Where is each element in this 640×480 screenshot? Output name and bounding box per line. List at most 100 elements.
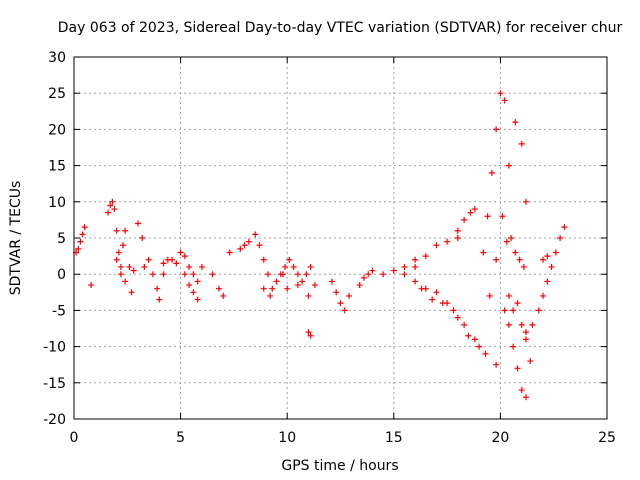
data-point: [346, 292, 353, 299]
data-point: [126, 263, 133, 270]
series-arc-w: [501, 307, 529, 401]
data-point: [499, 213, 506, 220]
series-arc-e: [128, 220, 146, 296]
data-point: [282, 263, 289, 270]
data-point: [115, 249, 122, 256]
data-point: [181, 271, 188, 278]
data-point: [412, 278, 419, 285]
data-point: [181, 253, 188, 260]
plot-frame: [73, 56, 608, 420]
data-point: [514, 300, 521, 307]
series-arc-u: [486, 119, 529, 299]
data-point: [145, 256, 152, 263]
y-tick-label: -20: [43, 412, 66, 428]
data-point: [198, 263, 205, 270]
data-point: [439, 300, 446, 307]
data-point: [252, 231, 259, 238]
data-point: [401, 271, 408, 278]
data-point: [461, 216, 468, 223]
data-point: [81, 224, 88, 231]
data-point: [522, 394, 529, 401]
data-point: [518, 140, 525, 147]
data-point: [454, 314, 461, 321]
data-point: [510, 307, 517, 314]
data-point: [333, 289, 340, 296]
data-point: [245, 238, 252, 245]
data-point: [149, 271, 156, 278]
data-point: [303, 271, 310, 278]
data-point: [305, 329, 312, 336]
data-point: [186, 263, 193, 270]
series-arc-r: [418, 285, 500, 368]
data-point: [454, 227, 461, 234]
series-arc-d: [113, 256, 137, 285]
data-point: [518, 321, 525, 328]
series-arc-f: [141, 256, 167, 303]
data-point: [433, 289, 440, 296]
y-tick-label: 15: [48, 159, 66, 175]
data-point: [141, 263, 148, 270]
data-point: [508, 235, 515, 241]
y-tick-label: 0: [57, 267, 66, 283]
data-point: [505, 321, 512, 328]
x-axis-label: GPS time / hours: [281, 458, 398, 474]
data-point: [501, 307, 508, 314]
data-point: [503, 238, 510, 245]
data-point: [480, 249, 487, 256]
data-point: [307, 332, 314, 339]
data-point: [77, 238, 84, 245]
data-point: [130, 267, 137, 274]
series-arc-o: [356, 256, 419, 289]
data-point: [177, 249, 184, 256]
data-point: [265, 271, 272, 278]
data-point: [241, 242, 248, 249]
data-point: [190, 271, 197, 278]
data-point: [128, 289, 135, 296]
data-point: [122, 227, 129, 234]
data-point: [540, 292, 547, 299]
data-point: [284, 285, 291, 292]
data-point: [484, 213, 491, 220]
data-point: [561, 224, 568, 231]
data-point: [273, 278, 280, 285]
data-point: [279, 271, 286, 278]
data-point: [305, 292, 312, 299]
data-point: [544, 278, 551, 285]
data-point: [486, 292, 493, 299]
data-point: [107, 202, 114, 209]
y-tick-label: 30: [48, 50, 66, 66]
data-point: [476, 343, 483, 350]
data-point: [548, 263, 555, 270]
data-point: [493, 126, 500, 133]
data-point: [328, 278, 335, 285]
series-arc-a: [73, 224, 88, 256]
y-tick-label: 5: [57, 231, 66, 247]
series-arc-g: [160, 249, 201, 285]
data-point: [173, 260, 180, 267]
data-point: [433, 242, 440, 249]
data-point: [544, 253, 551, 260]
data-point: [88, 282, 95, 289]
data-point: [220, 292, 227, 299]
data-point: [190, 289, 197, 296]
data-point: [522, 329, 529, 336]
data-point: [454, 235, 461, 241]
data-point: [557, 235, 564, 241]
y-tick-label: 25: [48, 86, 66, 102]
data-point: [286, 256, 293, 263]
series-arc-t: [480, 90, 508, 256]
series-arc-j: [226, 238, 252, 256]
data-point: [194, 296, 201, 303]
data-point: [160, 271, 167, 278]
data-point: [356, 282, 363, 289]
data-point: [493, 256, 500, 263]
y-tick-label: 20: [48, 122, 66, 138]
data-point: [401, 263, 408, 270]
data-point: [516, 256, 523, 263]
series-arc-v: [503, 235, 527, 270]
series-arc-p: [412, 235, 461, 270]
x-tick-label: 5: [176, 430, 185, 446]
data-point: [520, 263, 527, 270]
data-point: [450, 307, 457, 314]
y-tick-label: -10: [43, 340, 66, 356]
